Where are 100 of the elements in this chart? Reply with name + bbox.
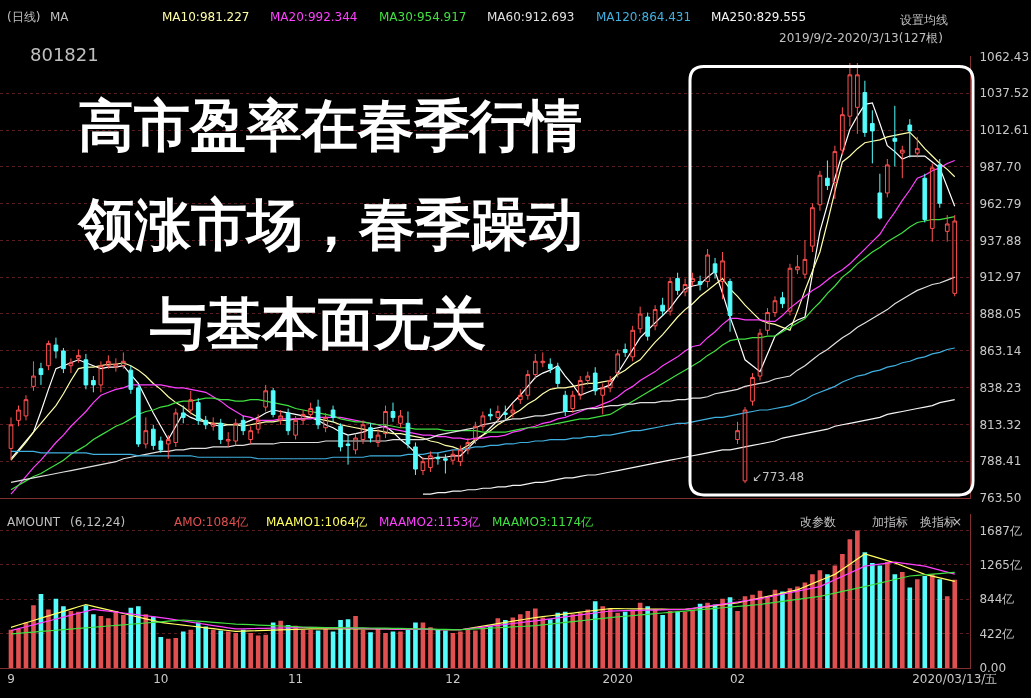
text: MA20:992.344 [270, 10, 358, 24]
candlestick [840, 106, 845, 156]
candlestick [473, 421, 478, 445]
candlestick [825, 159, 830, 191]
bar [180, 631, 186, 669]
candlestick [480, 410, 486, 432]
bar [488, 625, 493, 669]
candlestick [458, 444, 463, 467]
candlestick [937, 158, 943, 209]
annotation: 改参数 [800, 515, 836, 529]
candlestick [390, 402, 396, 423]
x-tick-label: 11 [287, 672, 304, 687]
bar [952, 579, 958, 669]
bar [780, 591, 785, 669]
bar [203, 626, 209, 669]
candlestick [810, 202, 815, 253]
candlestick [143, 416, 149, 449]
bar [188, 629, 194, 669]
candlestick [353, 433, 358, 455]
bar [233, 633, 239, 669]
bar [870, 562, 875, 669]
candlestick [503, 405, 508, 421]
candlestick [929, 162, 935, 243]
candlestick [31, 360, 36, 392]
candlestick [907, 118, 913, 159]
candlestick [135, 384, 141, 448]
bar [428, 627, 433, 669]
bar [750, 594, 755, 669]
x-tick-label: 2020 [602, 672, 633, 687]
candlestick [832, 145, 838, 200]
bar [922, 575, 928, 669]
candlestick [285, 408, 291, 436]
text: MA250:829.555 [711, 10, 807, 24]
candlestick [952, 214, 958, 297]
candlestick [173, 408, 179, 448]
candlestick [128, 365, 134, 395]
text: MA60:912.693 [487, 10, 575, 24]
candlestick [180, 405, 186, 424]
bar [263, 634, 268, 669]
text: 设置均线 [900, 13, 948, 27]
annotation: 加指标 [872, 515, 908, 529]
candlestick [398, 409, 403, 429]
candlestick [308, 402, 313, 418]
bar [31, 605, 36, 669]
candlestick [585, 371, 591, 386]
candlestick [83, 353, 89, 390]
candlestick [383, 405, 388, 439]
y-tick-label: 838.23 [979, 380, 1022, 395]
bar [323, 628, 328, 669]
candlestick [106, 354, 111, 370]
bar [720, 598, 725, 669]
bar [338, 619, 343, 669]
candlestick [293, 415, 298, 441]
bar [885, 562, 890, 669]
bar [398, 631, 403, 669]
candlestick [76, 348, 81, 364]
candlestick [38, 362, 44, 386]
candlestick [61, 347, 66, 374]
candlestick [300, 409, 306, 426]
candlestick [338, 422, 343, 452]
candlestick [248, 425, 254, 445]
candlestick [607, 375, 613, 393]
bar [413, 622, 418, 669]
bar [353, 615, 358, 669]
bar [165, 638, 171, 669]
candlestick [697, 275, 703, 291]
candlestick [330, 405, 336, 423]
bar [577, 612, 583, 669]
candlestick [405, 410, 411, 449]
text: AMO:1084亿 [174, 515, 249, 529]
bar [622, 611, 628, 669]
candlestick [592, 366, 598, 396]
candlestick [465, 437, 471, 455]
text: (日线) [7, 10, 41, 24]
candlestick [225, 431, 231, 448]
candlestick [622, 343, 628, 358]
candlestick [705, 248, 710, 288]
x-tick-label: 12 [445, 672, 461, 687]
y-tick-label: 788.41 [979, 454, 1022, 469]
y-tick-label: 813.32 [979, 417, 1022, 432]
candlestick [435, 452, 441, 466]
text: MA [50, 10, 70, 24]
candlestick [368, 422, 373, 443]
bar [106, 618, 111, 669]
y-tick-label: 422亿 [979, 626, 1015, 641]
bar [929, 574, 935, 669]
bar [76, 611, 81, 669]
candlestick [510, 403, 516, 418]
text: 高市盈率在春季行情领涨市场，春季躁动与基本面无关 [77, 93, 583, 356]
bar [615, 612, 621, 669]
bar [937, 579, 943, 669]
x-tick-label: 10 [153, 672, 169, 687]
text: MAAMO3:1174亿 [492, 515, 594, 529]
bar [600, 606, 606, 669]
bar [248, 633, 253, 669]
candlestick [255, 413, 261, 435]
candlestick [121, 351, 126, 370]
candlestick [360, 419, 366, 445]
candlestick [720, 251, 725, 300]
bar [532, 608, 538, 669]
